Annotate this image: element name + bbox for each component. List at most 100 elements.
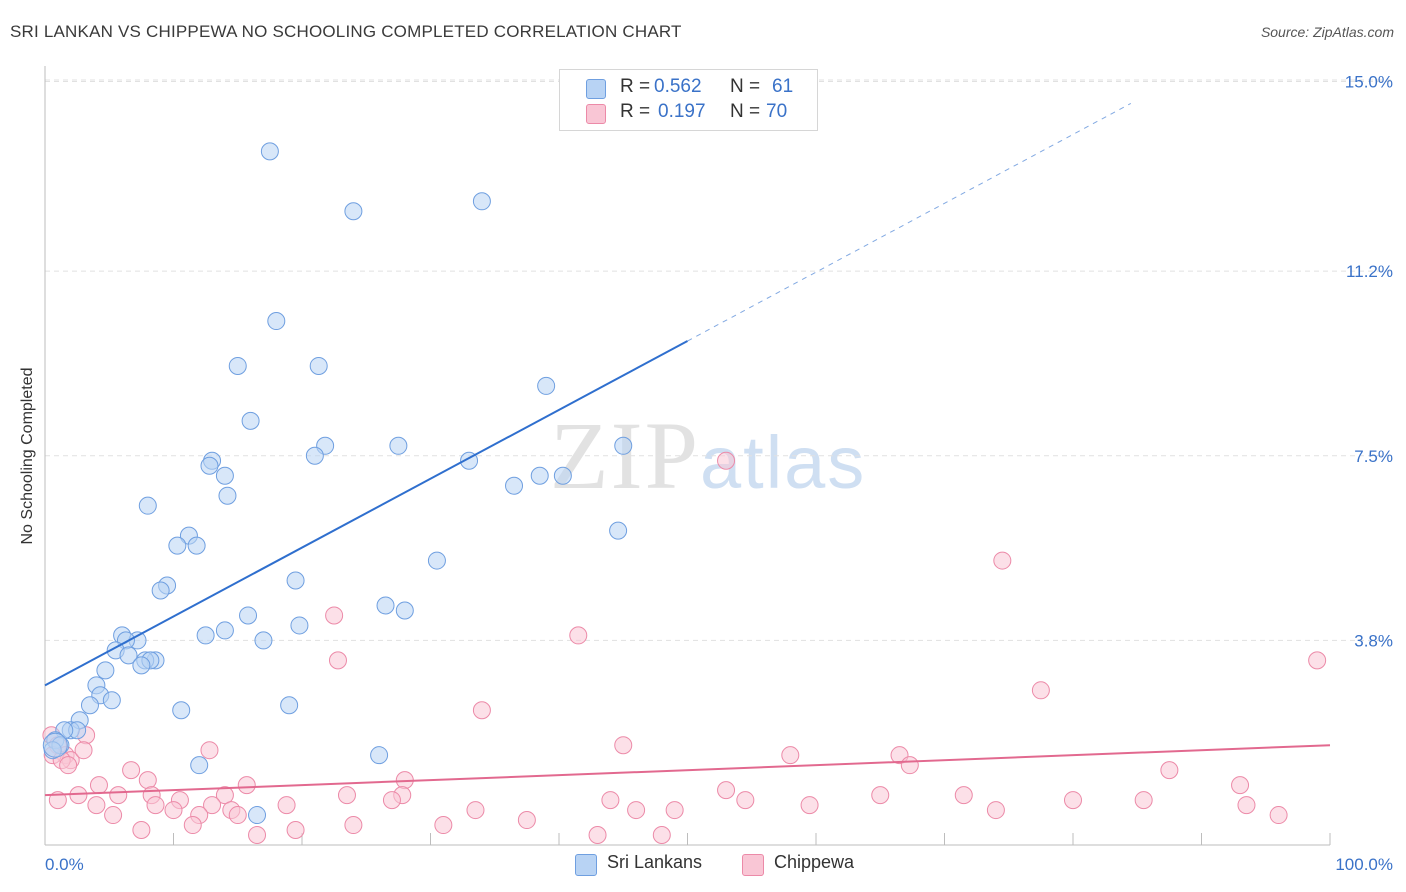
chippewa-point	[900, 756, 919, 775]
correlation-legend: R = 0.562 N = 61 R = 0.197 N = 70	[559, 69, 818, 131]
legend-r-value: 0.562	[654, 76, 702, 97]
sri-lankan-point	[290, 616, 309, 635]
sri-lankan-point	[427, 551, 446, 570]
chippewa-point	[382, 791, 401, 810]
sri-lankan-point	[151, 581, 170, 600]
sri-lankan-point	[472, 192, 491, 211]
chippewa-point	[74, 741, 93, 760]
y-tick-label: 3.8%	[1354, 631, 1393, 650]
chippewa-point	[183, 816, 202, 835]
sri-lankan-point	[505, 476, 524, 495]
chippewa-point	[203, 796, 222, 815]
legend-n-value: 61	[772, 76, 794, 97]
sri-lankan-point	[187, 536, 206, 555]
sri-lankan-point	[309, 356, 328, 375]
legend-r-value: 0.197	[658, 101, 706, 122]
watermark: ZIPatlas	[550, 400, 866, 511]
sri-lankan-point	[80, 696, 99, 715]
sri-lankan-point	[395, 601, 414, 620]
chippewa-point	[472, 701, 491, 720]
sri-lankan-point	[119, 646, 138, 665]
legend-label: Sri Lankans	[607, 852, 703, 872]
chippewa-point	[138, 771, 157, 790]
y-tick-label: 11.2%	[1346, 262, 1393, 281]
y-tick-label: 15.0%	[1345, 73, 1393, 92]
sri-lankan-point	[215, 621, 234, 640]
chippewa-point	[1308, 651, 1327, 670]
chippewa-trend-line	[44, 744, 1331, 797]
chippewa-point	[237, 776, 256, 795]
chippewa-point	[344, 816, 363, 835]
source-attribution: Source: ZipAtlas.com	[1260, 24, 1394, 40]
chippewa-point	[277, 796, 296, 815]
chippewa-point	[717, 451, 736, 470]
chippewa-point	[228, 806, 247, 825]
sri-lankan-point	[344, 202, 363, 221]
chippewa-point	[89, 776, 108, 795]
sri-lankan-point	[530, 466, 549, 485]
legend-r-label: R =	[620, 101, 651, 122]
chippewa-point	[109, 786, 128, 805]
sri-lankan-point	[286, 571, 305, 590]
sri-lankan-point	[267, 312, 286, 331]
chippewa-point	[215, 786, 234, 805]
chippewa-point	[1064, 791, 1082, 810]
sri-lankan-point	[370, 746, 389, 765]
chippewa-point	[601, 791, 620, 810]
chippewa-point	[665, 801, 684, 820]
sri-lankan-trend-extension	[687, 102, 1132, 342]
legend-swatch-blue	[575, 854, 597, 876]
sri-lankan-point	[376, 596, 395, 615]
chippewa-point	[286, 821, 305, 840]
chippewa-point	[337, 786, 356, 805]
chippewa-point	[517, 811, 536, 830]
legend-swatch-blue	[586, 79, 606, 99]
sri-lankan-point	[196, 626, 215, 645]
sri-lankan-point	[172, 701, 191, 720]
sri-lankan-point	[42, 732, 68, 758]
chippewa-point	[1269, 806, 1288, 825]
chippewa-point	[800, 796, 819, 815]
chippewa-point	[588, 826, 607, 845]
legend-label: Chippewa	[774, 852, 855, 872]
sri-lankan-point	[190, 756, 209, 775]
sri-lankan-point	[614, 436, 633, 455]
sri-lankan-point	[389, 436, 408, 455]
sri-lankan-point	[553, 466, 572, 485]
chippewa-point	[325, 606, 344, 625]
chippewa-point	[986, 801, 1005, 820]
chippewa-point	[993, 551, 1012, 570]
chippewa-point	[164, 801, 183, 820]
chippewa-point	[59, 756, 78, 775]
sri-lankan-point	[132, 656, 151, 675]
legend-n-label: N =	[730, 101, 761, 122]
sri-lankan-point	[218, 486, 237, 505]
chippewa-point	[627, 801, 646, 820]
x-tick-label: 100.0%	[1335, 855, 1393, 874]
sri-lankan-point	[248, 806, 267, 825]
chippewa-point	[1134, 791, 1153, 810]
chippewa-point	[248, 826, 267, 845]
sri-lankan-point	[96, 661, 115, 680]
y-tick-label: 7.5%	[1354, 447, 1393, 466]
sri-lankan-point	[280, 696, 299, 715]
legend-swatch-pink	[586, 104, 606, 124]
chippewa-point	[48, 791, 67, 810]
sri-lankan-point	[200, 456, 219, 475]
legend-n-value: 70	[766, 101, 788, 122]
chippewa-point	[569, 626, 588, 645]
chippewa-point	[200, 741, 219, 760]
chippewa-point	[87, 796, 106, 815]
chart-title: SRI LANKAN VS CHIPPEWA NO SCHOOLING COMP…	[10, 22, 682, 41]
chippewa-point	[104, 806, 123, 825]
chippewa-point	[132, 821, 151, 840]
sri-lankan-point	[260, 142, 279, 161]
sri-lankan-point	[102, 691, 121, 710]
sri-lankan-point	[537, 376, 556, 395]
x-tick-label: 0.0%	[45, 855, 84, 874]
chippewa-point	[1160, 761, 1179, 780]
sri-lankan-point	[241, 411, 260, 430]
chippewa-point	[69, 786, 88, 805]
sri-lankan-point	[254, 631, 273, 650]
